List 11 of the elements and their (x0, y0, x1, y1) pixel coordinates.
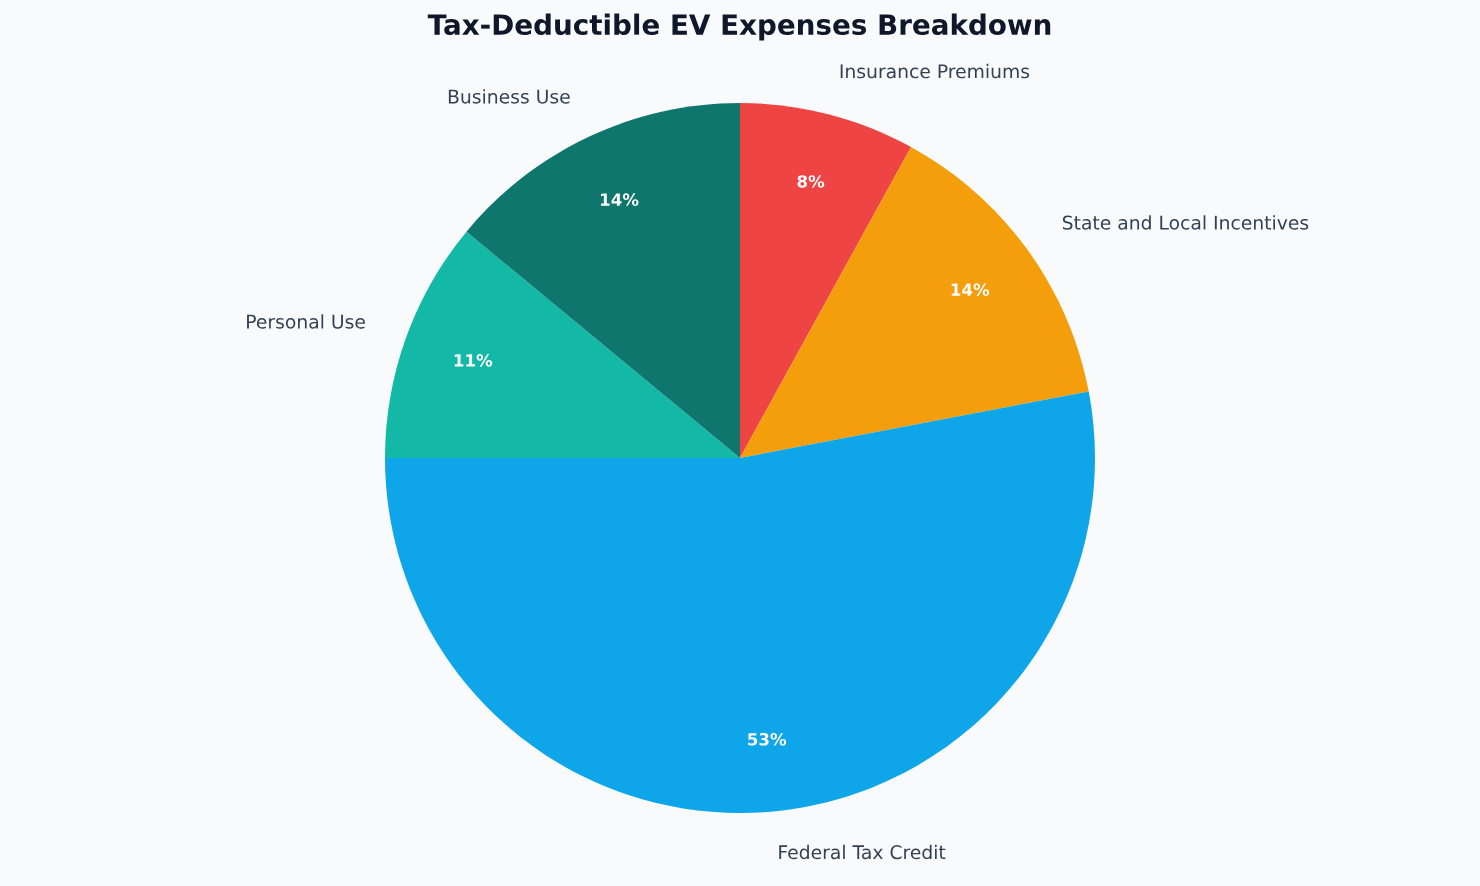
slice-label: Business Use (448, 89, 570, 104)
data-label: 11% (454, 354, 493, 367)
slice-label: Insurance Premiums (840, 63, 1030, 79)
data-label: 14% (951, 283, 990, 296)
slice-label: State and Local Incentives (1062, 215, 1309, 230)
data-label: 8% (797, 175, 825, 188)
slice-label: Federal Tax Credit (779, 844, 946, 860)
slice-label: Personal Use (247, 314, 365, 329)
data-label: 14% (601, 193, 639, 206)
chart-title: Tax-Deductible EV Expenses Breakdown (427, 13, 1051, 41)
data-label: 53% (748, 732, 787, 746)
